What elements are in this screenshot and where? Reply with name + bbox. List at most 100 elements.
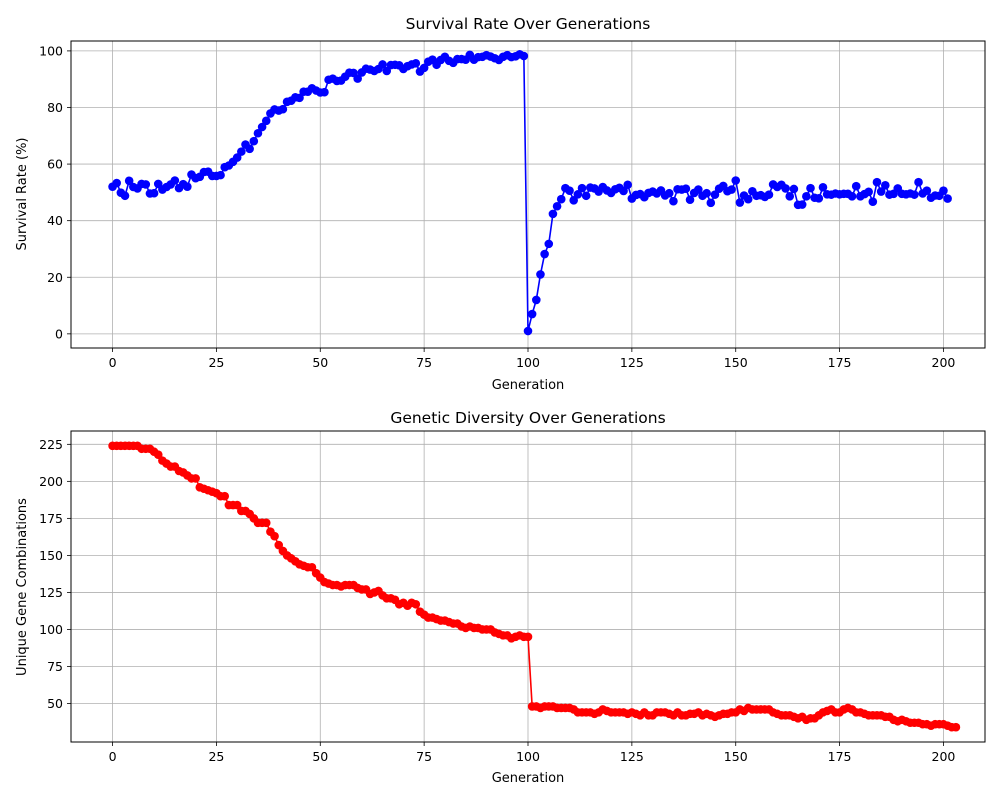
survival-data-point	[124, 176, 134, 186]
survival-data-point	[378, 60, 387, 69]
survival-y-axis-label: Survival Rate (%)	[15, 138, 30, 251]
survival-data-point	[261, 116, 271, 126]
diversity-data-point	[411, 599, 421, 609]
diversity-x-tick-label: 175	[828, 749, 852, 764]
survival-x-tick-label: 175	[828, 355, 852, 370]
survival-data-point	[183, 182, 192, 192]
survival-data-point	[669, 196, 678, 206]
survival-data-point	[764, 190, 774, 199]
survival-data-point	[540, 249, 549, 259]
survival-data-point	[170, 176, 180, 185]
survival-data-point	[253, 128, 263, 138]
survival-x-tick-label: 0	[109, 355, 117, 370]
diversity-x-tick-label: 75	[416, 749, 432, 764]
survival-data-point	[519, 51, 529, 61]
diversity-y-tick-label: 150	[39, 548, 63, 563]
survival-data-point	[565, 186, 574, 195]
diversity-y-tick-label: 75	[47, 659, 63, 674]
survival-data-point	[876, 187, 886, 196]
diversity-y-tick-label: 225	[39, 437, 63, 452]
survival-series-line	[112, 53, 949, 332]
survival-data-point	[320, 87, 329, 97]
survival-data-point	[806, 183, 815, 193]
survival-data-point	[922, 186, 932, 195]
diversity-grid	[71, 431, 985, 742]
survival-data-point	[731, 176, 741, 185]
survival-data-point	[523, 326, 533, 336]
survival-x-tick-label: 25	[208, 355, 224, 370]
survival-data-point	[694, 185, 703, 194]
survival-data-point	[532, 295, 541, 305]
survival-data-point	[847, 192, 857, 201]
survival-data-point	[851, 181, 861, 191]
survival-x-axis-label: Generation	[492, 378, 565, 393]
survival-data-point	[112, 178, 121, 188]
survival-data-point	[781, 184, 790, 193]
diversity-x-tick-label: 50	[312, 749, 328, 764]
survival-data-point	[880, 181, 890, 190]
survival-data-point	[685, 195, 695, 205]
diversity-y-tick-label: 50	[47, 696, 63, 711]
diversity-data-point	[261, 518, 271, 528]
survival-data-point	[120, 191, 130, 201]
diversity-data-point	[191, 474, 200, 483]
survival-y-tick-label: 40	[47, 213, 63, 228]
diversity-y-tick-label: 200	[39, 474, 63, 489]
survival-data-point	[706, 198, 716, 208]
diversity-data-point	[951, 722, 961, 732]
survival-data-point	[681, 184, 691, 193]
survival-data-point	[573, 190, 583, 199]
survival-data-point	[353, 74, 362, 83]
survival-data-point	[548, 209, 558, 219]
survival-data-point	[278, 104, 288, 114]
diversity-plot-frame	[70, 430, 986, 743]
survival-y-tick-label: 20	[47, 270, 63, 285]
survival-x-tick-label: 150	[724, 355, 748, 370]
survival-data-point	[245, 144, 254, 154]
survival-data-point	[702, 188, 711, 198]
survival-data-point	[249, 136, 259, 146]
survival-series	[108, 50, 952, 336]
survival-data-point	[939, 186, 948, 195]
survival-data-point	[818, 182, 828, 192]
survival-data-point	[872, 177, 882, 187]
diversity-chart-title: Genetic Diversity Over Generations	[390, 409, 665, 427]
survival-data-point	[237, 147, 246, 156]
diversity-series	[108, 441, 961, 732]
survival-data-point	[914, 177, 923, 187]
survival-plot-frame	[70, 40, 986, 349]
survival-x-tick-label: 75	[416, 355, 432, 370]
diversity-y-tick-label: 175	[39, 511, 63, 526]
survival-data-point	[544, 239, 554, 249]
survival-data-point	[868, 197, 878, 207]
survival-data-point	[943, 194, 952, 203]
survival-data-point	[797, 200, 807, 209]
diversity-x-tick-label: 0	[109, 749, 117, 764]
diversity-x-tick-label: 200	[932, 749, 956, 764]
survival-data-point	[814, 194, 824, 203]
survival-x-tick-label: 125	[620, 355, 644, 370]
survival-data-point	[789, 184, 799, 194]
survival-chart-title: Survival Rate Over Generations	[406, 15, 651, 33]
survival-data-point	[216, 170, 225, 180]
survival-y-tick-label: 80	[47, 100, 63, 115]
survival-y-tick-label: 100	[39, 43, 63, 58]
diversity-x-tick-label: 100	[516, 749, 540, 764]
survival-data-point	[664, 188, 674, 198]
survival-data-point	[295, 93, 304, 103]
diversity-y-tick-label: 100	[39, 622, 63, 637]
diversity-y-axis-label: Unique Gene Combinations	[15, 498, 30, 676]
survival-data-point	[802, 192, 811, 201]
survival-data-point	[727, 185, 736, 194]
survival-data-point	[141, 180, 151, 189]
diversity-x-tick-label: 150	[724, 749, 748, 764]
diversity-ticks: 0 25 50 75 100 125 150 175 200 50 75 100 125 150 175 20…	[39, 437, 955, 764]
survival-data-point	[785, 192, 795, 201]
survival-y-tick-label: 60	[47, 157, 63, 172]
survival-data-point	[536, 270, 545, 279]
diversity-data-point	[220, 491, 230, 501]
survival-data-point	[149, 188, 159, 198]
survival-data-point	[257, 122, 267, 132]
diversity-x-tick-label: 25	[208, 749, 224, 764]
